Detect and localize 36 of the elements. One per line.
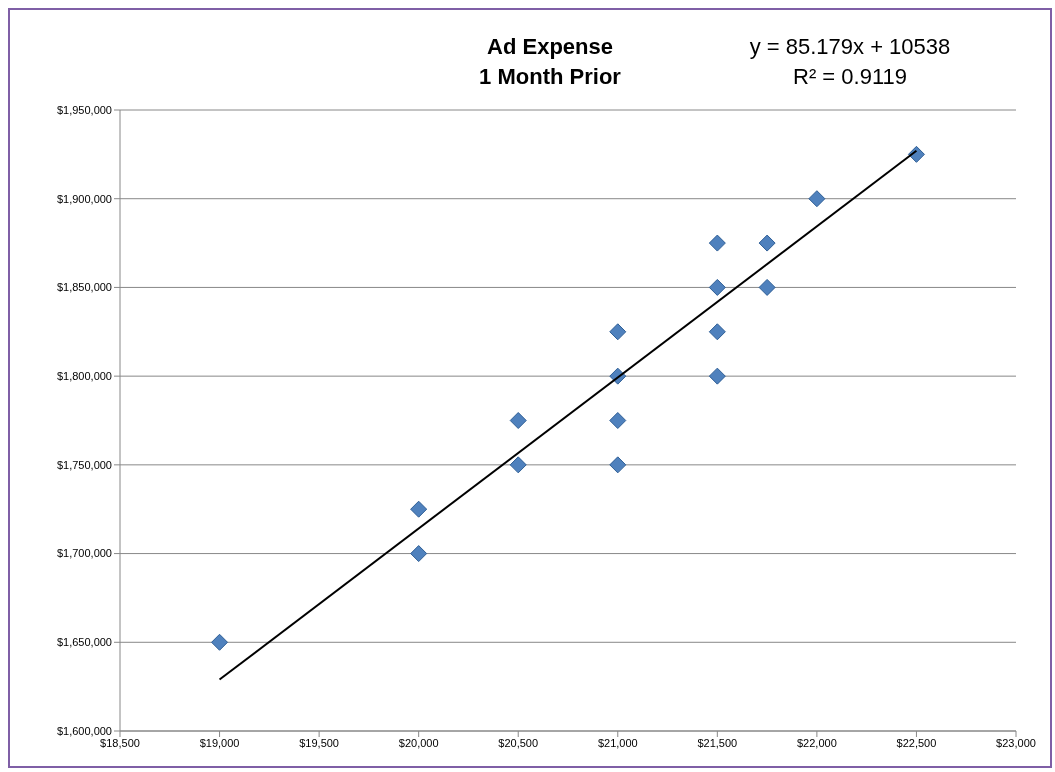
- point: [609, 323, 627, 341]
- point: [758, 278, 776, 296]
- point: [410, 500, 428, 518]
- point: [509, 412, 527, 429]
- point: [758, 234, 776, 252]
- x-tick-label: $20,000: [398, 736, 439, 749]
- x-tick-label: $22,500: [896, 736, 937, 749]
- point: [708, 323, 726, 341]
- point: [609, 456, 627, 474]
- y-tick-label: $1,650,000: [56, 636, 112, 649]
- x-tick-label: $18,500: [100, 736, 140, 749]
- x-tick-label: $21,000: [597, 736, 638, 749]
- y-tick-label: $1,600,000: [56, 724, 112, 737]
- x-tick-label: $23,000: [996, 736, 1036, 749]
- y-tick-label: $1,750,000: [56, 458, 112, 471]
- point: [509, 456, 527, 474]
- x-tick-label: $19,000: [199, 736, 240, 749]
- y-tick-label: $1,800,000: [56, 370, 112, 383]
- x-tick-label: $21,500: [697, 736, 738, 749]
- x-tick-label: $22,000: [797, 736, 837, 749]
- y-tick-label: $1,900,000: [56, 192, 112, 205]
- x-tick-label: $19,500: [299, 736, 339, 749]
- chart-title: Ad Expense 1 Month Prior: [478, 33, 622, 91]
- point: [211, 633, 229, 651]
- text: y = 85.179x + 10538: [748, 33, 952, 61]
- point: [708, 278, 726, 296]
- y-tick-label: $1,850,000: [56, 281, 112, 294]
- point: [708, 367, 726, 385]
- point: [808, 190, 826, 208]
- x-tick-label: $20,500: [498, 736, 539, 749]
- y-tick-label: $1,950,000: [56, 103, 112, 116]
- point: [609, 412, 627, 429]
- point: [410, 545, 428, 563]
- text: R² = 0.9119: [792, 63, 908, 91]
- y-tick-label: $1,700,000: [56, 547, 112, 560]
- point: [708, 234, 726, 252]
